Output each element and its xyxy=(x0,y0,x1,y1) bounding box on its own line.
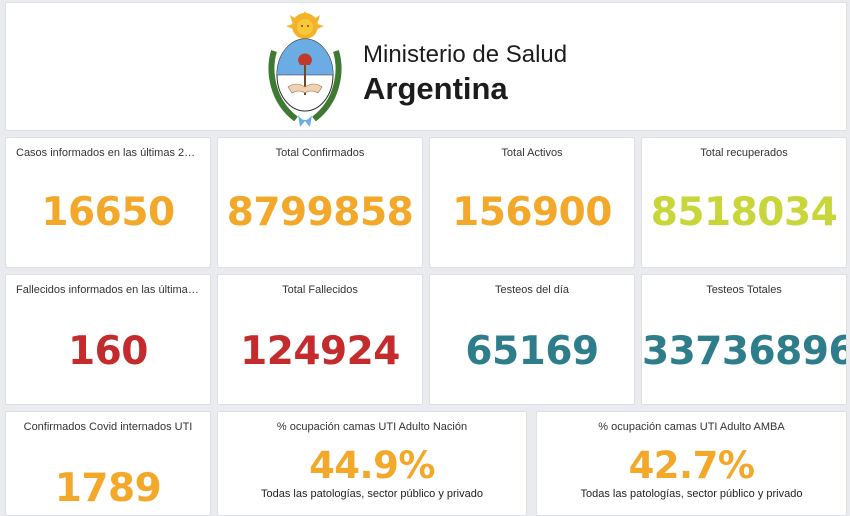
card-value: 42.7% xyxy=(628,444,755,487)
card-value: 33736896 xyxy=(642,329,847,374)
card-title: Total Activos xyxy=(501,147,563,159)
card-title: % ocupación camas UTI Adulto Nación xyxy=(276,421,468,433)
ministry-name: Ministerio de Salud xyxy=(363,41,568,68)
card-title: Testeos Totales xyxy=(706,284,782,296)
card-testeos-totales: Testeos Totales 33736896 xyxy=(641,274,847,405)
card-total-confirmados: Total Confirmados 8799858 xyxy=(217,137,423,268)
card-total-activos: Total Activos 156900 xyxy=(429,137,635,268)
card-total-recuperados: Total recuperados 8518034 xyxy=(641,137,847,268)
card-subtitle: Todas las patologías, sector público y p… xyxy=(261,488,483,500)
brand-text: Ministerio de Salud Argentina xyxy=(363,41,567,107)
card-total-fallecidos: Total Fallecidos 124924 xyxy=(217,274,423,405)
card-title: Total Fallecidos xyxy=(282,284,358,296)
card-value: 1789 xyxy=(54,466,162,511)
card-ocupacion-uti-amba: % ocupación camas UTI Adulto AMBA 42.7% … xyxy=(536,411,847,516)
card-subtitle: Todas las patologías, sector público y p… xyxy=(580,488,803,500)
card-title: Testeos del día xyxy=(495,284,569,296)
card-value: 8518034 xyxy=(650,190,838,235)
card-value: 65169 xyxy=(465,329,599,374)
card-fallecidos-24h: Fallecidos informados en las últimas 24 … xyxy=(5,274,211,405)
header-banner: Ministerio de Salud Argentina xyxy=(5,2,847,131)
card-title: Fallecidos informados en las últimas 24 … xyxy=(16,284,200,296)
card-value: 124924 xyxy=(240,329,400,374)
country-name: Argentina xyxy=(363,71,508,106)
card-title: Total recuperados xyxy=(700,147,788,159)
card-value: 44.9% xyxy=(309,444,435,487)
card-internados-uti: Confirmados Covid internados UTI 1789 xyxy=(5,411,211,516)
card-casos-24h: Casos informados en las últimas 24 hs 16… xyxy=(5,137,211,268)
card-title: Total Confirmados xyxy=(275,147,365,159)
card-testeos-dia: Testeos del día 65169 xyxy=(429,274,635,405)
card-ocupacion-uti-nacion: % ocupación camas UTI Adulto Nación 44.9… xyxy=(217,411,527,516)
card-value: 156900 xyxy=(452,190,612,235)
card-title: Confirmados Covid internados UTI xyxy=(23,421,193,433)
card-title: Casos informados en las últimas 24 hs xyxy=(16,147,200,159)
argentina-coat-of-arms-icon xyxy=(268,11,342,127)
card-value: 16650 xyxy=(41,190,175,235)
card-value: 8799858 xyxy=(226,190,414,235)
card-value: 160 xyxy=(68,329,148,374)
card-title: % ocupación camas UTI Adulto AMBA xyxy=(598,421,785,433)
